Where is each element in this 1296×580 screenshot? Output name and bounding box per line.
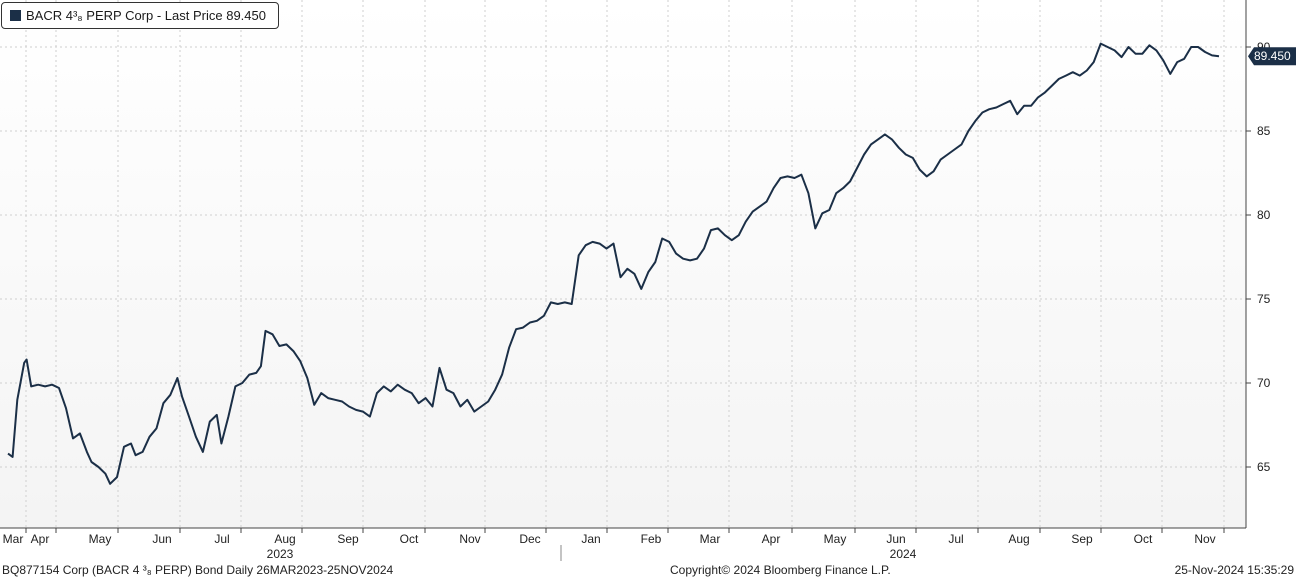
grid-lines [0, 0, 1246, 528]
x-month-label: Mar [700, 532, 721, 546]
x-month-label: Jul [214, 532, 229, 546]
x-month-label: May [824, 532, 847, 546]
series-line [7, 42, 1220, 485]
y-tick-label: 85 [1257, 124, 1271, 138]
x-month-label: Mar [3, 532, 24, 546]
footer-security-info: BQ877154 Corp (BACR 4 ³₈ PERP) Bond Dail… [2, 563, 394, 577]
x-month-label: Aug [274, 532, 295, 546]
x-month-label: Apr [762, 532, 781, 546]
plot-area [0, 0, 1246, 528]
y-tick-label: 80 [1257, 208, 1271, 222]
y-tick-label: 75 [1257, 292, 1271, 306]
x-year-label: 2024 [890, 547, 917, 561]
x-month-label: Jan [581, 532, 600, 546]
x-year-label: 2023 [267, 547, 294, 561]
x-month-label: Apr [31, 532, 50, 546]
x-month-label: Jul [948, 532, 963, 546]
axes [0, 0, 1251, 561]
last-price-tag [1248, 47, 1296, 66]
footer-copyright: Copyright© 2024 Bloomberg Finance L.P. [670, 563, 891, 577]
x-month-label: Oct [1134, 532, 1153, 546]
y-tick-label: 70 [1257, 376, 1271, 390]
legend: BACR 4³₈ PERP Corp - Last Price 89.450 [1, 2, 279, 29]
x-month-label: May [89, 532, 112, 546]
footer-timestamp: 25-Nov-2024 15:35:29 [1174, 563, 1294, 577]
legend-label: BACR 4³₈ PERP Corp - Last Price 89.450 [26, 8, 266, 23]
x-month-label: Dec [519, 532, 540, 546]
x-month-label: Nov [1194, 532, 1215, 546]
x-month-label: Feb [641, 532, 662, 546]
x-month-label: Oct [400, 532, 419, 546]
x-month-label: Sep [337, 532, 359, 546]
x-month-label: Jun [886, 532, 905, 546]
x-month-label: Sep [1071, 532, 1093, 546]
x-month-label: Aug [1008, 532, 1029, 546]
y-tick-label: 65 [1257, 460, 1271, 474]
last-price-label: 89.450 [1254, 49, 1291, 63]
x-month-label: Jun [152, 532, 171, 546]
x-month-label: Nov [459, 532, 480, 546]
legend-swatch [10, 10, 21, 21]
